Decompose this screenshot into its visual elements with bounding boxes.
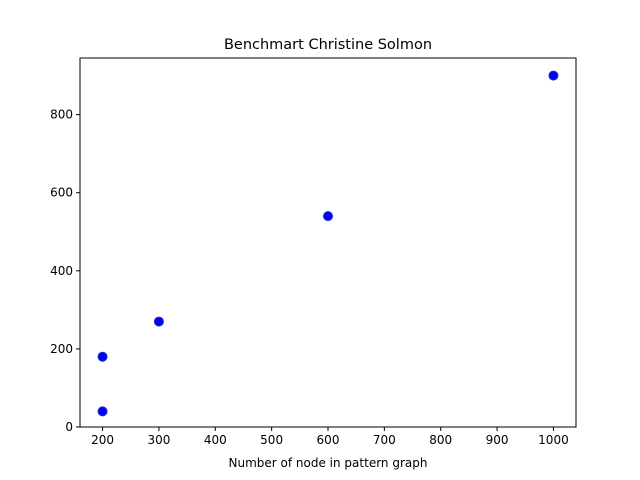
y-tick-label: 800 — [50, 108, 73, 122]
y-tick-label: 0 — [65, 420, 73, 434]
x-tick-label: 900 — [486, 433, 509, 447]
data-point — [97, 351, 108, 362]
data-point — [323, 211, 333, 222]
data-point — [153, 316, 164, 327]
x-tick-label: 300 — [147, 433, 170, 447]
x-tick-label: 500 — [260, 433, 283, 447]
x-tick-label: 200 — [91, 433, 114, 447]
x-tick-label: 1000 — [538, 433, 569, 447]
x-tick-label: 400 — [204, 433, 227, 447]
x-axis-label: Number of node in pattern graph — [229, 456, 428, 470]
x-tick-label: 700 — [373, 433, 396, 447]
plot-area: 200 300 400 500 600 700 800 900 1000 0 200 400 600 80… — [50, 70, 569, 447]
axes-frame — [79, 57, 577, 428]
x-tick-label: 600 — [317, 433, 340, 447]
data-point — [548, 70, 559, 81]
data-point — [97, 406, 108, 417]
y-tick-label: 400 — [50, 264, 73, 278]
y-tick-label: 200 — [50, 342, 73, 356]
chart-title: Benchmart Christine Solmon — [224, 37, 432, 53]
x-tick-label: 800 — [429, 433, 452, 447]
y-tick-label: 600 — [50, 186, 73, 200]
